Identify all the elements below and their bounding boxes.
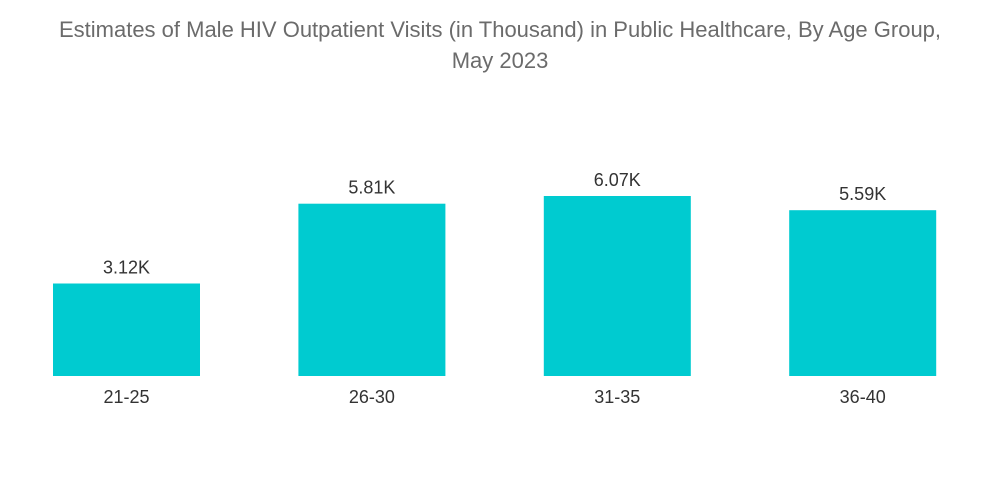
x-tick-label-21-25: 21-25 <box>103 387 149 407</box>
chart-title-line-1: Estimates of Male HIV Outpatient Visits … <box>58 17 942 42</box>
chart-title: Estimates of Male HIV Outpatient Visits … <box>0 14 1000 76</box>
bar-21-25 <box>53 283 200 376</box>
x-tick-label-26-30: 26-30 <box>349 387 395 407</box>
data-label-31-35: 6.07K <box>594 170 641 190</box>
x-tick-label-36-40: 36-40 <box>840 387 886 407</box>
data-label-36-40: 5.59K <box>839 184 886 204</box>
bar-36-40 <box>789 210 937 376</box>
bar-26-30 <box>298 203 446 376</box>
bar-31-35 <box>543 196 691 376</box>
x-tick-label-31-35: 31-35 <box>594 387 640 407</box>
data-label-21-25: 3.12K <box>103 258 150 278</box>
chart-title-line-2: May 2023 <box>451 48 549 73</box>
data-label-26-30: 5.81K <box>348 178 395 198</box>
